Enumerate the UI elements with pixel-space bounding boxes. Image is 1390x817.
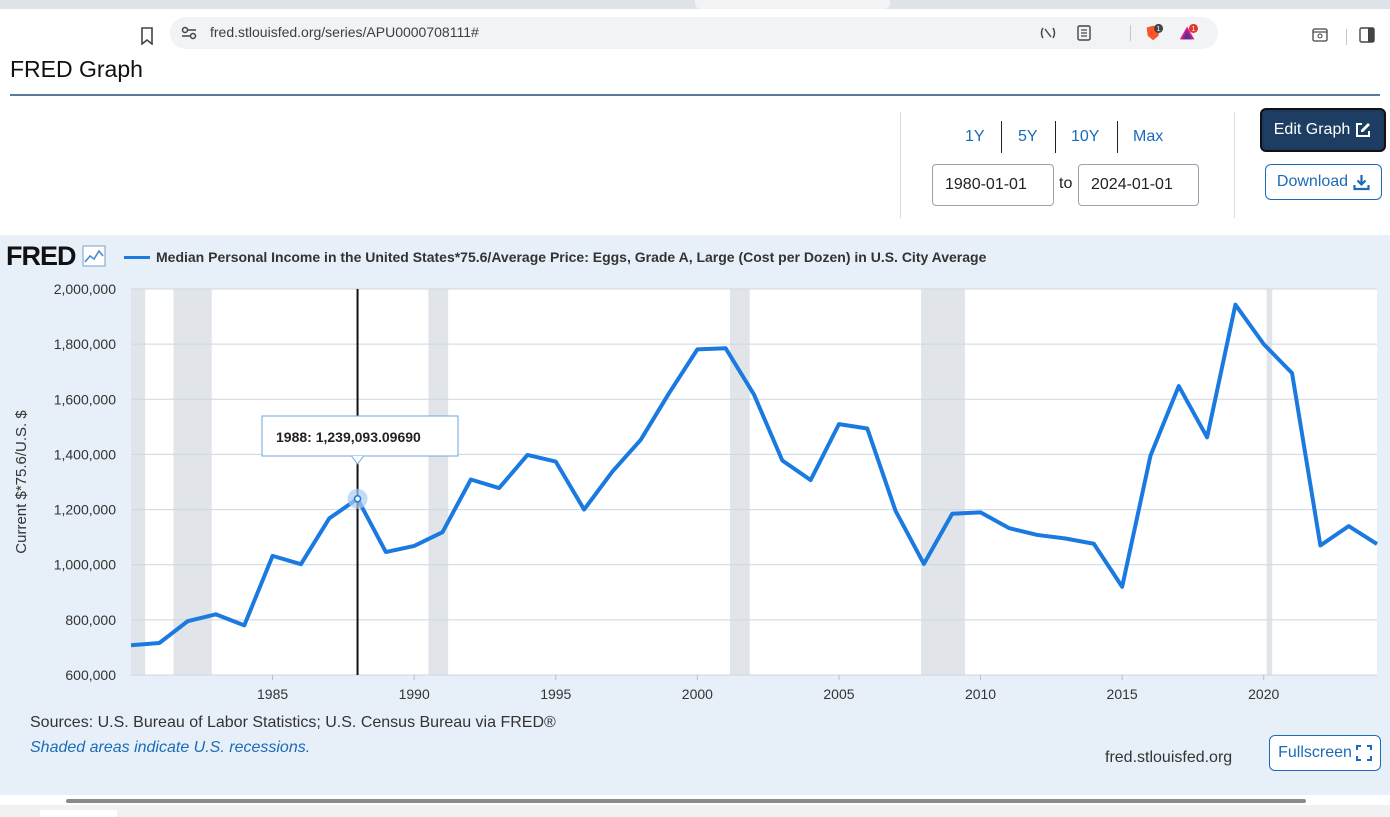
chart-legend: Median Personal Income in the United Sta… — [124, 249, 986, 265]
y-tick-label: 2,000,000 — [54, 281, 116, 297]
legend-swatch — [124, 255, 150, 259]
bottom-strip — [0, 805, 1390, 817]
address-bar[interactable]: fred.stlouisfed.org/series/APU0000708111… — [170, 17, 1218, 49]
y-tick-label: 1,200,000 — [54, 502, 116, 518]
line-chart[interactable]: 600,000 800,000 1,000,000 1,200,000 1,400,00… — [0, 235, 1390, 705]
range-separator — [1055, 121, 1056, 153]
y-axis-title: Current $*75.6/U.S. $ — [13, 410, 30, 554]
brave-rewards-icon[interactable]: 1 — [1178, 23, 1198, 43]
title-divider — [10, 94, 1380, 96]
x-tick-label: 2010 — [965, 686, 996, 702]
download-button[interactable]: Download — [1265, 164, 1382, 200]
alert-badge: 1 — [1191, 24, 1195, 33]
y-tick-label: 1,600,000 — [54, 391, 116, 407]
edit-graph-button[interactable]: Edit Graph — [1260, 108, 1386, 152]
download-label: Download — [1276, 173, 1349, 190]
y-tick-label: 600,000 — [65, 667, 116, 683]
plot-area — [131, 289, 1377, 675]
bookmark-icon[interactable] — [138, 25, 156, 47]
recession-band — [428, 289, 449, 675]
graph-panel: 600,000 800,000 1,000,000 1,200,000 1,400,00… — [0, 235, 1390, 795]
edit-graph-label: Edit Graph — [1273, 121, 1351, 138]
sources-note: Sources: U.S. Bureau of Labor Statistics… — [30, 714, 556, 731]
series-line[interactable] — [130, 302, 1379, 648]
recessions-note[interactable]: Shaded areas indicate U.S. recessions. — [30, 739, 311, 756]
y-tick-label: 800,000 — [65, 612, 116, 628]
trend-chart-icon — [82, 245, 106, 267]
x-tick-label: 2000 — [682, 686, 713, 702]
x-tick-label: 2015 — [1107, 686, 1138, 702]
range-max-link[interactable]: Max — [1133, 128, 1164, 145]
recession-band — [729, 289, 750, 675]
x-tick-label: 1995 — [540, 686, 571, 702]
shield-badge: 1 — [1157, 24, 1161, 33]
start-date-input[interactable] — [932, 164, 1054, 206]
tooltip-pointer — [351, 455, 364, 465]
site-settings-icon[interactable] — [180, 24, 198, 42]
reader-mode-icon[interactable] — [1074, 23, 1094, 43]
tooltip-text: 1988: 1,239,093.09690 — [276, 429, 421, 445]
fred-logo-text: FRED — [6, 241, 76, 271]
recession-band — [1266, 289, 1273, 675]
recession-band — [131, 289, 146, 675]
horizontal-scrollbar[interactable] — [66, 799, 1306, 803]
fred-logo: FRED — [6, 241, 106, 272]
range-5y-link[interactable]: 5Y — [1018, 128, 1038, 145]
toolbar-separator — [1346, 29, 1347, 45]
x-tick-label: 1990 — [399, 686, 430, 702]
sidebar-toggle-icon[interactable] — [1357, 25, 1377, 45]
y-tick-label: 1,400,000 — [54, 446, 116, 462]
legend-label: Median Personal Income in the United Sta… — [156, 249, 987, 265]
site-credit: fred.stlouisfed.org — [1105, 749, 1233, 766]
fullscreen-label: Fullscreen — [1278, 744, 1352, 761]
active-tab-edge[interactable] — [695, 0, 890, 9]
download-icon — [1353, 174, 1370, 190]
x-tick-label: 2005 — [823, 686, 854, 702]
date-range-controls — [900, 112, 1235, 218]
url-separator — [1130, 25, 1131, 41]
end-date-input[interactable] — [1078, 164, 1199, 206]
data-point-marker[interactable] — [353, 495, 362, 503]
range-separator — [1117, 121, 1118, 153]
range-10y-link[interactable]: 10Y — [1071, 128, 1100, 145]
x-tick-label: 1985 — [257, 686, 288, 702]
url-text[interactable]: fred.stlouisfed.org/series/APU0000708111… — [210, 24, 479, 40]
page-title: FRED Graph — [10, 56, 143, 82]
fullscreen-button[interactable]: Fullscreen — [1269, 735, 1381, 771]
recession-band — [173, 289, 212, 675]
tooltip-box — [261, 415, 459, 457]
bottom-tab[interactable] — [40, 810, 117, 817]
y-tick-label: 1,800,000 — [54, 336, 116, 352]
range-separator — [1001, 121, 1002, 153]
tab-strip — [0, 0, 1390, 9]
read-aloud-icon[interactable] — [1038, 23, 1058, 43]
to-label: to — [1059, 175, 1073, 192]
tab-search-icon[interactable] — [1310, 25, 1330, 45]
brave-shield-icon[interactable]: 1 — [1144, 23, 1164, 43]
y-tick-label: 1,000,000 — [54, 557, 116, 573]
x-tick-label: 2020 — [1248, 686, 1279, 702]
fullscreen-icon — [1355, 745, 1372, 761]
recession-band — [921, 289, 965, 675]
edit-icon — [1356, 123, 1371, 137]
range-1y-link[interactable]: 1Y — [965, 128, 985, 145]
browser-toolbar: fred.stlouisfed.org/series/APU0000708111… — [0, 9, 1390, 57]
